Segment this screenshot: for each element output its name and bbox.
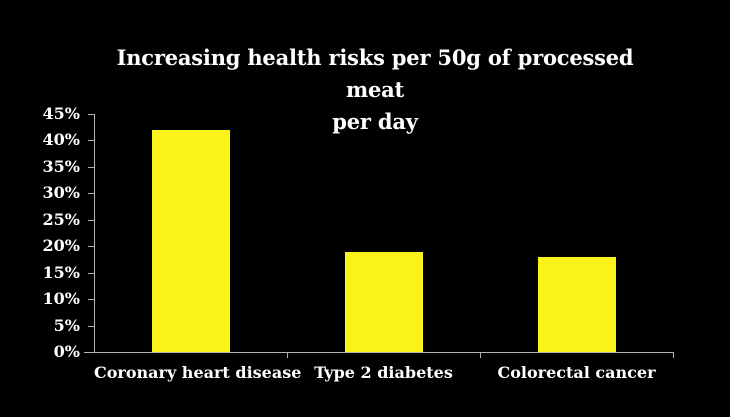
y-tick: [88, 140, 94, 141]
y-tick-label: 20%: [42, 236, 80, 255]
chart-title-line-2: per day: [332, 109, 418, 134]
y-tick-label: 10%: [42, 289, 80, 308]
y-tick-label: 45%: [42, 104, 80, 123]
y-tick-label: 15%: [42, 263, 80, 282]
y-axis-line: [94, 114, 95, 353]
y-tick-label: 0%: [53, 342, 80, 361]
y-tick: [88, 246, 94, 247]
y-tick-label: 5%: [53, 316, 80, 335]
chart-title: Increasing health risks per 50g of proce…: [85, 42, 665, 138]
y-tick: [88, 326, 94, 327]
x-category-label: Colorectal cancer: [497, 363, 656, 382]
y-tick-label: 25%: [42, 210, 80, 229]
x-category-label: Coronary heart disease: [94, 363, 302, 382]
bar: [345, 252, 423, 352]
y-tick-label: 35%: [42, 157, 80, 176]
x-boundary-tick: [287, 352, 288, 358]
y-tick-label: 40%: [42, 130, 80, 149]
x-category-label: Type 2 diabetes: [314, 363, 453, 382]
y-tick-label: 30%: [42, 183, 80, 202]
x-boundary-tick: [480, 352, 481, 358]
y-tick: [88, 220, 94, 221]
y-tick: [88, 167, 94, 168]
y-tick: [88, 299, 94, 300]
y-tick: [88, 273, 94, 274]
y-tick: [88, 114, 94, 115]
bar: [152, 130, 230, 352]
x-boundary-tick: [673, 352, 674, 358]
chart-title-line-1: Increasing health risks per 50g of proce…: [116, 45, 634, 102]
y-tick: [88, 193, 94, 194]
x-axis-line: [84, 352, 673, 353]
bar: [538, 257, 616, 352]
